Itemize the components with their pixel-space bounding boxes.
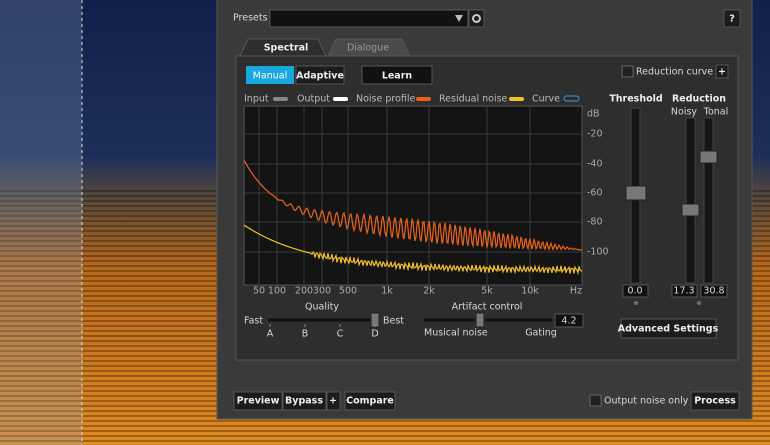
- link-icon[interactable]: ⚭: [695, 299, 703, 310]
- artifact-value-box[interactable]: [554, 313, 584, 328]
- db-unit: dB: [587, 109, 600, 120]
- legend-label: Residual noise: [439, 94, 508, 105]
- quality-step: A: [267, 329, 274, 340]
- noisy-track: [685, 117, 696, 284]
- legend-label: Noise profile: [356, 94, 416, 105]
- tonal-value: 30.8: [703, 286, 724, 297]
- noisy-thumb[interactable]: [681, 203, 700, 217]
- button-label: Learn: [382, 71, 413, 82]
- db-label: -20: [587, 129, 603, 140]
- button-label: Adaptive: [296, 71, 344, 82]
- noise-profile-curve: [243, 159, 583, 252]
- button-label: Compare: [346, 396, 394, 407]
- graph-area: [243, 105, 583, 286]
- tonal-track: [703, 117, 714, 284]
- freq-label: 200: [295, 286, 313, 297]
- bypass-add-button[interactable]: [326, 391, 341, 411]
- button-label: Process: [694, 396, 736, 407]
- legend-label: Input: [244, 94, 269, 105]
- freq-unit: Hz: [570, 286, 582, 297]
- tab-label: Dialogue: [347, 43, 389, 54]
- tonal-value-box[interactable]: [700, 284, 728, 298]
- quality-label: Quality: [305, 302, 339, 313]
- threshold-value-box[interactable]: [622, 284, 649, 298]
- adaptive-button[interactable]: [295, 65, 345, 85]
- legend-swatch: [273, 97, 288, 101]
- threshold-value: 0.0: [627, 286, 642, 297]
- freq-label: 300: [313, 286, 331, 297]
- artifact-right: Gating: [525, 328, 557, 339]
- freq-label: 100: [268, 286, 286, 297]
- artifact-thumb[interactable]: [475, 312, 485, 328]
- quality-step: D: [371, 329, 378, 340]
- threshold-label: Threshold: [609, 94, 662, 105]
- advanced-settings-button[interactable]: [620, 318, 717, 339]
- tonal-thumb[interactable]: [699, 150, 718, 164]
- reduction-label: Reduction: [672, 94, 726, 105]
- process-button[interactable]: [690, 391, 740, 411]
- legend-swatch: [509, 97, 524, 101]
- quality-step: C: [337, 329, 344, 340]
- legend-swatch: [563, 95, 580, 102]
- freq-label: 50: [253, 286, 265, 297]
- button-label: +: [718, 67, 726, 78]
- noisy-label: Noisy: [671, 107, 698, 118]
- noisy-value-box[interactable]: [671, 284, 698, 298]
- threshold-thumb[interactable]: [625, 185, 647, 201]
- presets-label: Presets: [233, 13, 268, 24]
- freq-label: 1k: [381, 286, 393, 297]
- quality-max: Best: [383, 316, 404, 327]
- db-label: -80: [587, 217, 603, 228]
- button-label: Manual: [253, 71, 288, 82]
- tab-label: Spectral: [264, 43, 309, 54]
- freq-label: 2k: [423, 286, 435, 297]
- button-label: +: [329, 396, 337, 407]
- artifact-label: Artifact control: [452, 302, 523, 313]
- quality-step: B: [302, 329, 309, 340]
- db-label: -100: [587, 247, 609, 258]
- tonal-label: Tonal: [703, 107, 728, 118]
- presets-settings[interactable]: [468, 9, 485, 28]
- artifact-value: 4.2: [561, 316, 576, 327]
- button-label: Advanced Settings: [618, 324, 719, 335]
- learn-button[interactable]: [361, 65, 433, 85]
- gear-icon: [472, 14, 481, 23]
- help-text: ?: [729, 14, 735, 25]
- button-label: Preview: [237, 396, 280, 407]
- spectrum-graph: [243, 105, 583, 286]
- output-noise-checkbox[interactable]: [589, 394, 602, 407]
- db-label: -60: [587, 188, 603, 199]
- legend-swatch: [416, 97, 431, 101]
- presets-dropdown[interactable]: [269, 9, 469, 28]
- preview-button[interactable]: [233, 391, 283, 411]
- legend-label: Output: [297, 94, 330, 105]
- manual-button[interactable]: [246, 66, 294, 84]
- selection: [0, 0, 82, 445]
- reduction-curve-checkbox[interactable]: [621, 65, 634, 78]
- residual-noise-curve: [243, 224, 583, 276]
- db-label: -40: [587, 159, 603, 170]
- button-label: Bypass: [285, 396, 323, 407]
- compare-button[interactable]: [344, 391, 396, 411]
- legend-swatch: [333, 97, 348, 101]
- legend-label: Curve: [532, 94, 560, 105]
- help-button[interactable]: [723, 9, 741, 28]
- noisy-value: 17.3: [673, 286, 694, 297]
- bypass-button[interactable]: [282, 391, 327, 411]
- reduction-curve-add[interactable]: [715, 64, 729, 79]
- checkbox-label: Output noise only: [604, 396, 689, 407]
- freq-label: 10k: [521, 286, 539, 297]
- checkbox-label: Reduction curve: [636, 67, 713, 78]
- freq-label: 500: [339, 286, 357, 297]
- dropdown-arrow: [455, 15, 463, 22]
- freq-label: 5k: [481, 286, 493, 297]
- quality-min: Fast: [244, 316, 263, 327]
- artifact-left: Musical noise: [424, 328, 488, 339]
- link-icon[interactable]: ⚭: [632, 299, 640, 310]
